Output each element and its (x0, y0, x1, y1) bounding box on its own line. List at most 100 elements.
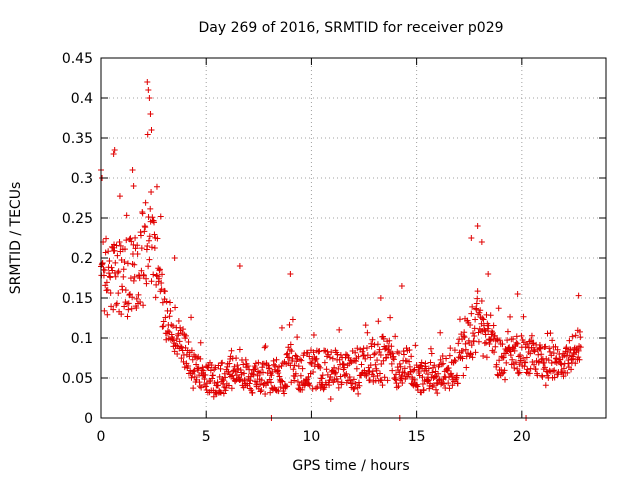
data-point (268, 379, 275, 386)
data-point (468, 342, 475, 349)
data-point (266, 365, 273, 372)
data-point (134, 242, 141, 249)
data-point (147, 205, 154, 212)
data-point (448, 370, 455, 377)
data-point (546, 345, 553, 352)
data-point (516, 369, 523, 376)
data-point (479, 315, 486, 322)
data-point (295, 363, 302, 370)
data-point (102, 282, 109, 289)
data-point (130, 183, 137, 189)
data-point (446, 352, 453, 359)
data-point (478, 239, 485, 245)
data-point (291, 377, 298, 384)
data-point (379, 382, 386, 389)
data-point (315, 348, 322, 355)
data-point (436, 361, 443, 368)
data-point (481, 326, 488, 333)
data-point (389, 367, 396, 374)
data-point (242, 356, 249, 363)
data-point (103, 287, 110, 294)
data-point (518, 332, 525, 339)
data-point (568, 366, 575, 373)
data-point (161, 288, 168, 295)
data-point (105, 248, 112, 255)
data-point (306, 382, 313, 389)
data-point (151, 231, 158, 238)
data-point (399, 380, 406, 386)
data-point (238, 371, 245, 378)
data-point (283, 351, 290, 358)
data-point (163, 298, 170, 305)
data-point (384, 377, 391, 384)
data-point (550, 350, 557, 357)
data-point (551, 374, 558, 381)
data-point (467, 351, 474, 358)
data-point (313, 355, 320, 362)
data-point (419, 381, 426, 388)
data-point (478, 297, 485, 304)
data-point (120, 273, 127, 280)
data-point (130, 277, 137, 284)
plot-frame (100, 57, 607, 419)
data-point (214, 382, 221, 389)
data-point (480, 352, 487, 359)
data-point (409, 376, 416, 383)
data-point (353, 365, 360, 372)
data-point (174, 350, 181, 357)
data-point (333, 375, 340, 382)
data-point (334, 378, 341, 385)
data-point (153, 281, 160, 288)
data-point (485, 322, 492, 329)
data-point (471, 332, 478, 339)
data-point (459, 355, 466, 362)
data-point (112, 273, 119, 280)
data-point (445, 380, 452, 387)
data-point (289, 355, 296, 362)
data-point (287, 271, 294, 277)
data-point (560, 365, 567, 372)
data-point (410, 367, 417, 374)
data-point (388, 360, 395, 367)
data-point (451, 347, 458, 354)
data-point (538, 351, 545, 358)
data-point (362, 322, 369, 329)
x-tick-label: 10 (303, 429, 321, 445)
data-point (493, 361, 500, 368)
data-point (260, 360, 267, 367)
data-point (462, 340, 469, 347)
data-point (284, 383, 291, 390)
data-point (134, 251, 141, 258)
data-point (125, 300, 132, 307)
data-point (483, 339, 490, 346)
data-point (326, 354, 333, 361)
data-point (329, 355, 336, 362)
data-point (261, 344, 268, 351)
data-point (190, 368, 197, 375)
data-point (273, 356, 280, 363)
data-point (135, 291, 142, 298)
data-point (371, 341, 378, 348)
data-point (387, 314, 394, 321)
x-tick-label: 15 (408, 429, 426, 445)
data-point (278, 362, 285, 369)
data-point (537, 345, 544, 352)
data-point (343, 370, 350, 377)
y-tick-label: 0 (84, 411, 93, 427)
data-point (294, 334, 301, 341)
data-point (364, 329, 371, 336)
data-point (558, 361, 565, 368)
data-point (377, 352, 384, 359)
data-point (566, 337, 573, 344)
data-point (159, 271, 166, 278)
data-point (222, 374, 229, 381)
data-point (144, 79, 151, 85)
data-point (514, 291, 521, 297)
data-point (472, 316, 479, 323)
data-point (440, 380, 447, 387)
data-point (328, 349, 335, 356)
data-point (449, 382, 456, 389)
data-point (159, 323, 166, 330)
data-point (154, 273, 161, 280)
data-point (335, 384, 342, 391)
